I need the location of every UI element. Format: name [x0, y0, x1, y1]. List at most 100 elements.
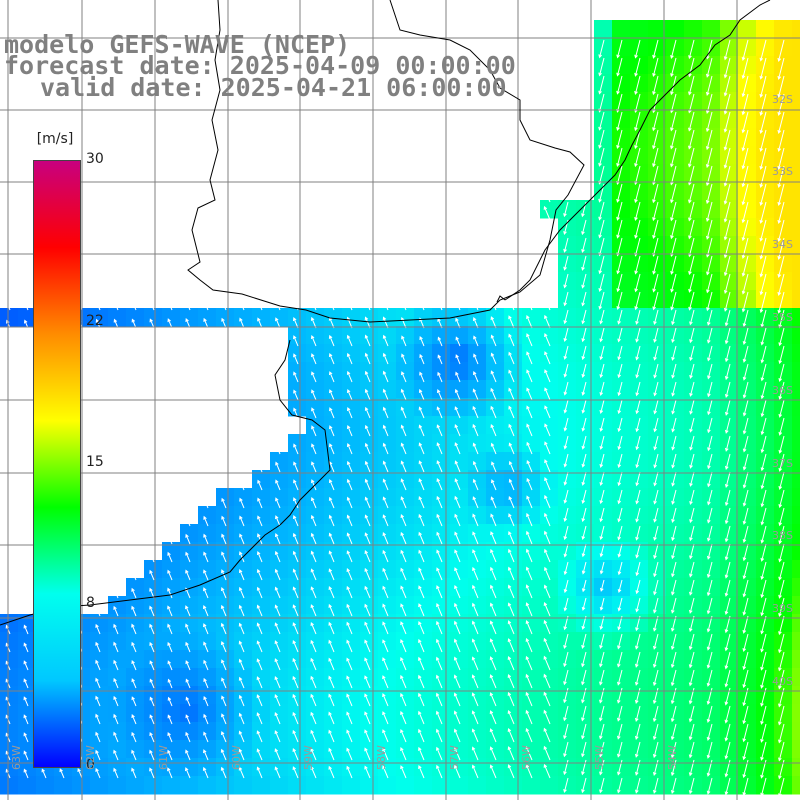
field-cell [504, 362, 523, 381]
field-cell [648, 506, 667, 525]
wind-arrow [310, 335, 317, 347]
field-cell [180, 632, 199, 651]
wind-arrow [652, 75, 659, 96]
field-cell [288, 398, 307, 417]
field-cell [0, 722, 19, 741]
wind-arrow [707, 435, 713, 452]
wind-arrow [400, 442, 407, 455]
field-cell [504, 704, 523, 723]
wind-arrow [741, 93, 749, 116]
field-cell [342, 596, 361, 615]
field-cell [612, 704, 631, 723]
wind-arrow [274, 533, 281, 545]
field-cell [648, 524, 667, 543]
field-cell [576, 236, 595, 255]
field-cell [432, 632, 451, 651]
field-cell [774, 722, 793, 741]
field-cell [414, 758, 433, 777]
wind-arrow [599, 597, 605, 611]
wind-arrow [346, 370, 353, 383]
wind-arrow [525, 602, 533, 617]
model-title: modelo GEFS-WAVE (NCEP) [4, 30, 351, 59]
wind-arrow [581, 309, 587, 325]
field-cell [324, 632, 343, 651]
wind-arrow [525, 584, 533, 599]
field-cell [486, 578, 505, 597]
wind-arrow [581, 381, 587, 396]
wind-arrow [472, 460, 479, 473]
field-cell [306, 452, 325, 471]
wind-arrow [455, 317, 461, 329]
latitude-label: 32S [772, 93, 793, 106]
wind-arrow [598, 111, 605, 131]
field-cell [720, 578, 739, 597]
field-cell [288, 524, 307, 543]
wind-arrow [256, 694, 263, 707]
field-cell [594, 110, 613, 129]
field-cell [630, 704, 649, 723]
wind-arrow [652, 129, 659, 150]
field-cell [306, 740, 325, 759]
field-cell [360, 380, 379, 399]
wind-arrow [760, 777, 767, 797]
field-cell [558, 398, 577, 417]
wind-arrow [455, 336, 461, 347]
field-cell [306, 704, 325, 723]
field-cell [702, 38, 721, 57]
field-cell [126, 722, 145, 741]
wind-arrow [419, 371, 425, 383]
field-cell [234, 596, 253, 615]
field-cell [378, 326, 397, 345]
field-cell [558, 560, 577, 579]
field-cell [126, 686, 145, 705]
wind-arrow [453, 728, 461, 743]
wind-arrow [400, 424, 407, 437]
wind-arrow [184, 767, 191, 779]
field-cell [324, 416, 343, 435]
field-cell [450, 416, 469, 435]
wind-arrow [742, 723, 749, 743]
field-cell [234, 740, 253, 759]
field-cell [666, 452, 685, 471]
field-cell [540, 650, 559, 669]
field-cell [738, 146, 757, 165]
field-cell [576, 632, 595, 651]
field-cell [774, 254, 793, 273]
wind-arrow [203, 641, 209, 653]
field-cell [468, 488, 487, 507]
wind-arrow [508, 548, 515, 563]
wind-arrow [634, 111, 641, 132]
wind-arrow [635, 345, 641, 361]
wind-arrow [670, 669, 677, 687]
wind-arrow [507, 727, 515, 743]
field-cell [414, 614, 433, 633]
wind-arrow [707, 507, 713, 524]
field-cell [648, 110, 667, 129]
wind-arrow [275, 461, 281, 473]
field-cell [774, 560, 793, 579]
wind-arrow [759, 165, 767, 188]
field-cell [666, 38, 685, 57]
wind-arrow [221, 551, 227, 563]
field-cell [342, 704, 361, 723]
wind-arrow [185, 660, 191, 671]
wind-arrow [688, 219, 695, 240]
field-cell [324, 668, 343, 687]
field-cell [720, 398, 739, 417]
field-cell [792, 614, 800, 633]
field-cell [774, 344, 793, 363]
field-cell [396, 596, 415, 615]
wind-arrow [239, 299, 245, 311]
field-cell [720, 722, 739, 741]
field-cell [774, 398, 793, 417]
field-cell [198, 506, 217, 525]
wind-arrow [436, 764, 443, 779]
field-cell [342, 650, 361, 669]
field-cell [252, 740, 271, 759]
field-cell [648, 416, 667, 435]
colorbar [33, 160, 81, 768]
field-cell [702, 452, 721, 471]
wind-arrow [436, 567, 443, 581]
wind-arrow [617, 489, 623, 505]
wind-arrow [221, 659, 227, 671]
